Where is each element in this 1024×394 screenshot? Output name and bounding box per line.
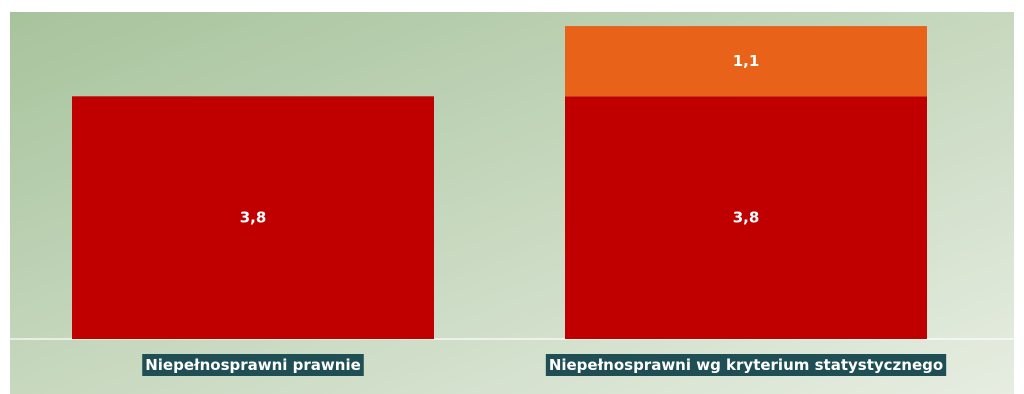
bars-layer: 3,8 3,8 1,1 xyxy=(72,26,927,339)
data-label-2-1: 3,8 xyxy=(733,209,760,227)
category-label-text: Niepełnosprawni wg kryterium statystyczn… xyxy=(549,356,943,374)
category-label-text: Niepełnosprawni prawnie xyxy=(145,356,361,374)
data-label-1-1: 3,8 xyxy=(240,209,267,227)
category-label-2: Niepełnosprawni wg kryterium statystyczn… xyxy=(545,354,947,376)
category-label-background xyxy=(545,354,947,376)
category-label-1: Niepełnosprawni prawnie xyxy=(142,354,364,376)
bar-segment-1-1 xyxy=(72,96,434,339)
labels-layer: Niepełnosprawni prawnie Niepełnosprawni w… xyxy=(142,354,947,376)
data-label-2-2: 1,1 xyxy=(733,52,760,70)
category-label-background xyxy=(142,354,364,376)
bar-segment-2-1 xyxy=(565,96,927,339)
bar-segment-2-2 xyxy=(565,26,927,97)
